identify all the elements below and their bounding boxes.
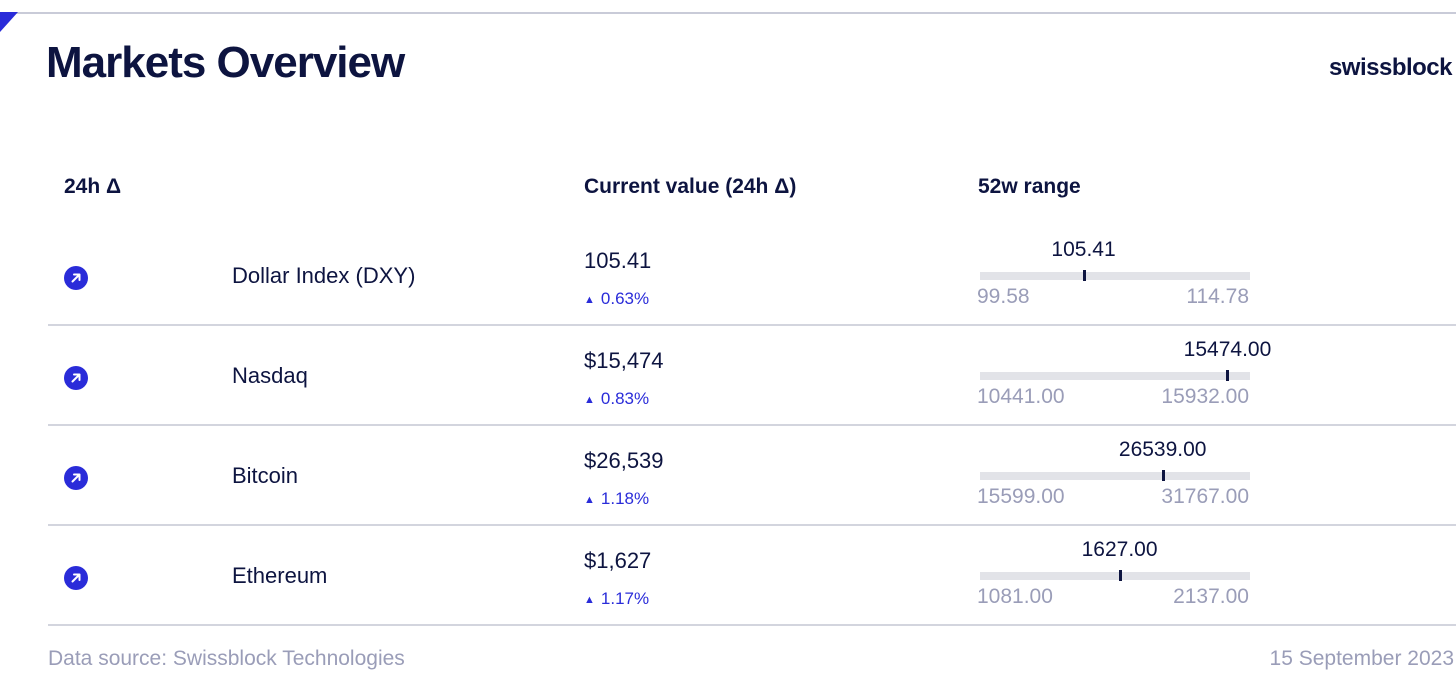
range-track [980, 470, 1250, 481]
range-track [980, 570, 1250, 581]
range-marker [1161, 470, 1165, 481]
triangle-up-icon: ▲ [584, 594, 595, 606]
range-max-label: 2137.00 [1173, 585, 1249, 608]
range-min-label: 15599.00 [977, 485, 1065, 508]
current-value: $15,474 [584, 348, 664, 373]
triangle-up-icon: ▲ [584, 294, 595, 306]
range-current-label: 105.41 [1051, 238, 1116, 261]
range-current-label: 15474.00 [1183, 338, 1272, 361]
asset-name: Ethereum [232, 563, 328, 588]
table-row: Nasdaq $15,474 ▲ 0.83% 15474.00 10441.00 15932… [0, 326, 1456, 426]
range-current-label: 1627.00 [1081, 538, 1158, 561]
asset-name: Dollar Index (DXY) [232, 263, 416, 288]
asset-name: Bitcoin [232, 463, 299, 488]
footer-data-source: Data source: Swissblock Technologies [48, 647, 405, 670]
triangle-up-icon: ▲ [584, 394, 595, 406]
range-max-label: 31767.00 [1161, 485, 1249, 508]
current-value: $26,539 [584, 448, 664, 473]
row-divider [48, 324, 1456, 326]
column-header-delta: 24h Δ [64, 175, 122, 198]
column-header-52w-range: 52w range [978, 175, 1081, 198]
arrow-up-right-icon [64, 466, 88, 490]
page-title: Markets Overview [46, 38, 405, 87]
range-min-label: 10441.00 [977, 385, 1065, 408]
change-24h: ▲ 0.83% [584, 389, 649, 409]
range-track [980, 370, 1250, 381]
range-min-label: 1081.00 [977, 585, 1053, 608]
change-24h: ▲ 0.63% [584, 289, 649, 309]
table-row: Ethereum $1,627 ▲ 1.17% 1627.00 1081.00 2137.0… [0, 526, 1456, 626]
range-marker [1082, 270, 1086, 281]
row-divider [48, 524, 1456, 526]
top-rule [0, 12, 1456, 14]
footer-date: 15 September 2023 [1269, 647, 1454, 670]
change-percent: 0.63% [600, 289, 650, 308]
corner-accent [0, 12, 18, 32]
range-current-label: 26539.00 [1118, 438, 1207, 461]
table-row: Dollar Index (DXY) 105.41 ▲ 0.63% 105.41 99.5… [0, 226, 1456, 326]
change-24h: ▲ 1.17% [584, 589, 649, 609]
row-divider [48, 424, 1456, 426]
range-max-label: 114.78 [1186, 285, 1249, 308]
range-track [980, 270, 1250, 281]
range-marker [1226, 370, 1230, 381]
range-marker [1118, 570, 1122, 581]
current-value: 105.41 [584, 248, 652, 273]
current-value: $1,627 [584, 548, 652, 573]
change-24h: ▲ 1.18% [584, 489, 649, 509]
triangle-up-icon: ▲ [584, 494, 595, 506]
change-percent: 1.17% [600, 589, 650, 608]
column-header-current-value: Current value (24h Δ) [584, 175, 797, 198]
row-divider [48, 624, 1456, 626]
change-percent: 1.18% [600, 489, 650, 508]
change-percent: 0.83% [600, 389, 650, 408]
arrow-up-right-icon [64, 366, 88, 390]
arrow-up-right-icon [64, 266, 88, 290]
range-max-label: 15932.00 [1161, 385, 1249, 408]
table-row: Bitcoin $26,539 ▲ 1.18% 26539.00 15599.00 3176… [0, 426, 1456, 526]
brand-logo: swissblock [1328, 54, 1453, 81]
asset-name: Nasdaq [232, 363, 308, 388]
range-min-label: 99.58 [977, 285, 1030, 308]
arrow-up-right-icon [64, 566, 88, 590]
